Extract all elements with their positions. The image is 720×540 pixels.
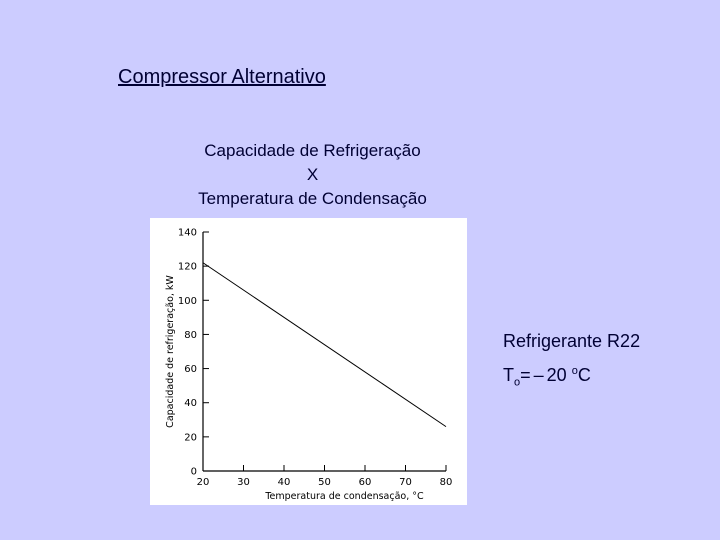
- evap-equals: =: [520, 365, 531, 385]
- y-tick-label-2: 40: [184, 398, 197, 409]
- x-tick-label-0: 20: [197, 477, 210, 488]
- evap-symbol: T: [503, 365, 514, 385]
- y-tick-label-1: 20: [184, 432, 197, 443]
- subtitle-line-3: Temperatura de Condensação: [198, 189, 427, 208]
- y-tick-label-3: 60: [184, 364, 197, 375]
- evap-value: 20: [546, 365, 567, 385]
- capacity-series-line: [202, 262, 447, 428]
- chart-series: [202, 262, 447, 428]
- y-tick-label-6: 120: [178, 262, 197, 273]
- x-tick-label-1: 30: [237, 477, 250, 488]
- evaporation-temperature: To= –20 oC: [503, 356, 640, 389]
- subtitle-line-1: Capacidade de Refrigeração: [204, 141, 421, 160]
- chart-panel: 0 20 40 60 80 100 120 140 20 30 40 50 60 70 80 Capacid…: [150, 218, 467, 505]
- x-tick-label-6: 80: [440, 477, 453, 488]
- evap-dash: –: [533, 365, 544, 385]
- subtitle-line-2: X: [306, 165, 319, 184]
- refrigerant-label: Refrigerante R22: [503, 331, 641, 351]
- chart-subtitle: Capacidade de Refrigeração X Temperatura…: [140, 139, 485, 211]
- slide-heading: Compressor Alternativo: [118, 66, 326, 88]
- x-tick-label-3: 50: [318, 477, 331, 488]
- y-tick-label-7: 140: [178, 228, 197, 239]
- x-axis-label: Temperatura de condensação, °C: [264, 491, 424, 502]
- x-tick-label-2: 40: [278, 477, 291, 488]
- x-tick-label-4: 60: [359, 477, 372, 488]
- x-tick-label-5: 70: [399, 477, 412, 488]
- evap-subscript: o: [514, 376, 521, 389]
- y-axis-label: Capacidade de refrigeração, kW: [165, 275, 176, 428]
- evap-degree: o: [571, 365, 578, 377]
- evap-unit: C: [577, 365, 591, 385]
- chart-axes: [202, 232, 446, 472]
- y-tick-label-0: 0: [191, 467, 197, 478]
- y-tick-label-5: 100: [178, 296, 197, 307]
- conditions-info: Refrigerante R22 To= –20 oC: [503, 326, 641, 389]
- y-tick-label-4: 80: [184, 330, 197, 341]
